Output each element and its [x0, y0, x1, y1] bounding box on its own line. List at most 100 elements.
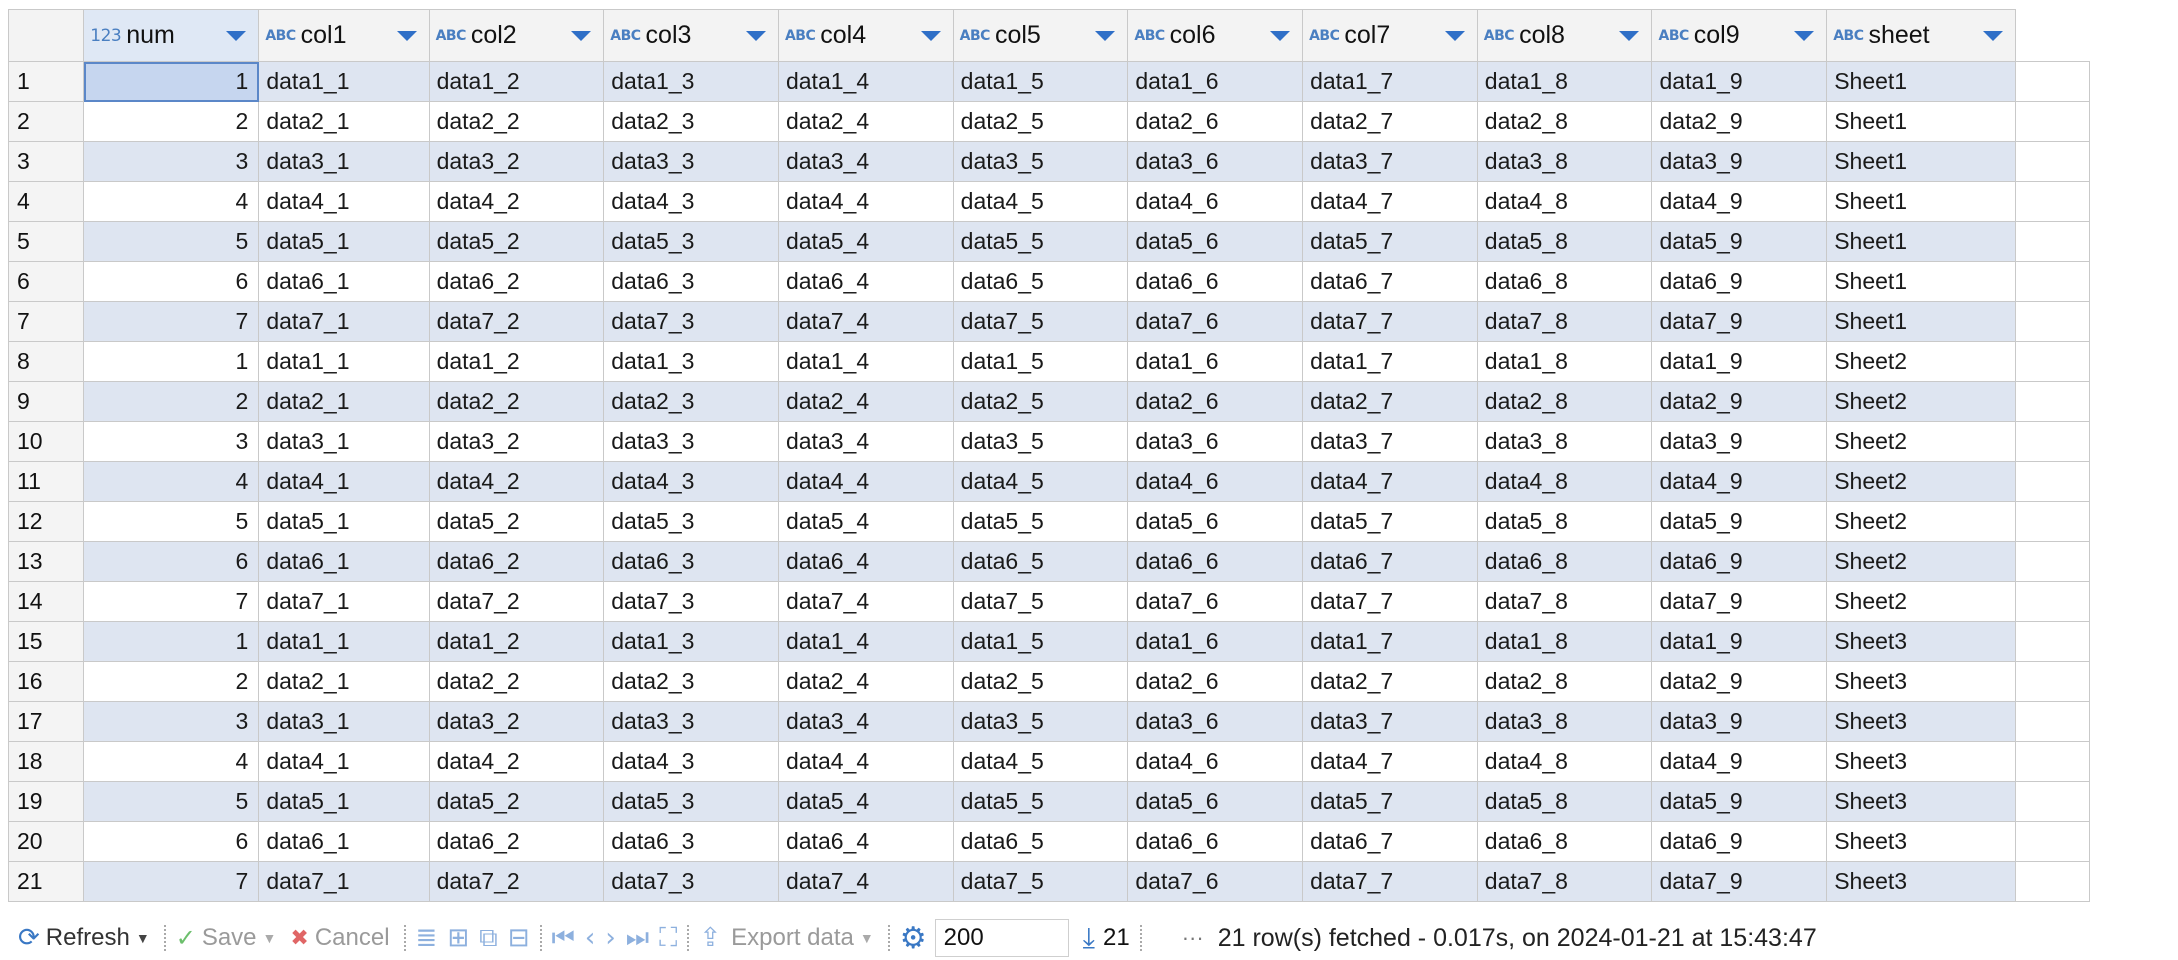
cancel-button[interactable]: ✖ Cancel: [290, 924, 389, 952]
table-cell-col1[interactable]: data6_1: [258, 821, 430, 862]
table-cell-col7[interactable]: data4_7: [1302, 181, 1478, 222]
table-cell-col8[interactable]: data7_8: [1476, 581, 1653, 622]
table-cell-col1[interactable]: data5_1: [258, 781, 430, 822]
table-cell-num[interactable]: 3: [83, 701, 260, 742]
table-cell-col2[interactable]: data2_2: [428, 101, 605, 142]
chevron-down-icon[interactable]: ▼: [135, 930, 150, 946]
table-cell-col9[interactable]: data3_9: [1651, 421, 1828, 462]
copy-row-icon[interactable]: ⧉: [479, 922, 498, 953]
first-page-icon[interactable]: ⏮: [551, 922, 575, 953]
table-cell-num[interactable]: 7: [83, 581, 260, 622]
row-count-icon[interactable]: ⤓: [1082, 921, 1096, 954]
table-cell-col4[interactable]: data2_4: [777, 661, 954, 702]
table-cell-col6[interactable]: data6_6: [1127, 261, 1304, 302]
table-cell-col9[interactable]: data4_9: [1651, 181, 1828, 222]
table-cell-col7[interactable]: data6_7: [1302, 541, 1478, 582]
table-cell-col1[interactable]: data4_1: [258, 741, 430, 782]
table-cell-sheet[interactable]: Sheet1: [1826, 101, 2017, 142]
table-cell-sheet[interactable]: Sheet2: [1826, 581, 2017, 622]
refresh-button[interactable]: ⟳ Refresh ▼: [18, 923, 150, 953]
table-cell-num[interactable]: 4: [83, 181, 260, 222]
table-cell-col9[interactable]: data2_9: [1651, 661, 1828, 702]
table-cell-col9[interactable]: data5_9: [1651, 501, 1828, 542]
table-row[interactable]: 1 1 data1_1 data1_2 data1_3 data1_4 data1_5 dat…: [7, 61, 2090, 102]
table-cell-col7[interactable]: data1_7: [1302, 61, 1478, 102]
table-cell-col5[interactable]: data2_5: [952, 661, 1129, 702]
table-cell-col8[interactable]: data1_8: [1476, 61, 1653, 102]
table-cell-col3[interactable]: data1_3: [603, 61, 779, 102]
column-header-col7[interactable]: ABC col7: [1302, 9, 1478, 62]
table-row[interactable]: 16 2 data2_1 data2_2 data2_3 data2_4 data2_5 da…: [7, 661, 2090, 702]
table-cell-col5[interactable]: data7_5: [952, 861, 1129, 902]
table-cell-num[interactable]: 7: [83, 861, 260, 902]
table-cell-col6[interactable]: data3_6: [1127, 421, 1304, 462]
table-cell-col8[interactable]: data3_8: [1476, 701, 1653, 742]
filter-dropdown-icon[interactable]: [226, 30, 247, 41]
table-row[interactable]: 12 5 data5_1 data5_2 data5_3 data5_4 data5_5 da…: [7, 501, 2090, 542]
table-row[interactable]: 3 3 data3_1 data3_2 data3_3 data3_4 data3_5 dat…: [7, 141, 2090, 182]
table-cell-col9[interactable]: data1_9: [1651, 341, 1828, 382]
row-number[interactable]: 15: [7, 621, 85, 662]
table-cell-col8[interactable]: data5_8: [1476, 221, 1653, 262]
table-cell-col3[interactable]: data4_3: [603, 181, 779, 222]
column-header-col5[interactable]: ABC col5: [952, 9, 1129, 62]
row-number[interactable]: 2: [7, 101, 85, 142]
row-number[interactable]: 8: [7, 341, 85, 382]
table-cell-col1[interactable]: data2_1: [258, 661, 430, 702]
filter-dropdown-icon[interactable]: [1444, 30, 1465, 41]
table-cell-col7[interactable]: data3_7: [1302, 141, 1478, 182]
table-cell-col9[interactable]: data2_9: [1651, 101, 1828, 142]
filter-dropdown-icon[interactable]: [571, 30, 592, 41]
table-cell-sheet[interactable]: Sheet2: [1826, 381, 2017, 422]
fetch-size-input[interactable]: [934, 919, 1069, 957]
row-number[interactable]: 10: [7, 421, 85, 462]
table-cell-col9[interactable]: data6_9: [1651, 821, 1828, 862]
table-row[interactable]: 19 5 data5_1 data5_2 data5_3 data5_4 data5_5 da…: [7, 781, 2090, 822]
table-cell-col1[interactable]: data7_1: [258, 581, 430, 622]
table-cell-num[interactable]: 6: [83, 821, 260, 862]
table-cell-col6[interactable]: data4_6: [1127, 181, 1304, 222]
table-cell-col1[interactable]: data3_1: [258, 141, 430, 182]
table-cell-col1[interactable]: data5_1: [258, 501, 430, 542]
filter-dropdown-icon[interactable]: [1270, 30, 1291, 41]
table-cell-col8[interactable]: data5_8: [1476, 501, 1653, 542]
table-cell-col7[interactable]: data1_7: [1302, 341, 1478, 382]
table-cell-col3[interactable]: data1_3: [603, 341, 779, 382]
table-cell-col3[interactable]: data3_3: [603, 421, 779, 462]
row-number[interactable]: 13: [7, 541, 85, 582]
table-cell-sheet[interactable]: Sheet1: [1826, 181, 2017, 222]
table-cell-sheet[interactable]: Sheet1: [1826, 261, 2017, 302]
table-cell-col6[interactable]: data4_6: [1127, 741, 1304, 782]
table-cell-sheet[interactable]: Sheet3: [1826, 661, 2017, 702]
table-cell-col4[interactable]: data1_4: [777, 621, 954, 662]
row-number[interactable]: 20: [7, 821, 85, 862]
delete-row-icon[interactable]: ⊟: [507, 923, 530, 953]
table-cell-col4[interactable]: data7_4: [777, 861, 954, 902]
table-cell-col9[interactable]: data4_9: [1651, 741, 1828, 782]
table-cell-col5[interactable]: data4_5: [952, 741, 1129, 782]
table-cell-col6[interactable]: data3_6: [1127, 141, 1304, 182]
table-cell-col7[interactable]: data4_7: [1302, 461, 1478, 502]
edit-row-icon[interactable]: ≣: [415, 923, 438, 953]
table-cell-col1[interactable]: data4_1: [258, 181, 430, 222]
table-cell-col3[interactable]: data5_3: [603, 501, 779, 542]
table-cell-num[interactable]: 5: [83, 221, 260, 262]
table-cell-col5[interactable]: data4_5: [952, 181, 1129, 222]
table-row[interactable]: 5 5 data5_1 data5_2 data5_3 data5_4 data5_5 dat…: [7, 221, 2090, 262]
table-cell-col2[interactable]: data1_2: [428, 61, 605, 102]
column-header-col1[interactable]: ABC col1: [258, 9, 430, 62]
table-cell-col4[interactable]: data6_4: [777, 541, 954, 582]
table-row[interactable]: 17 3 data3_1 data3_2 data3_3 data3_4 data3_5 da…: [7, 701, 2090, 742]
table-cell-col2[interactable]: data7_2: [428, 581, 605, 622]
table-row[interactable]: 13 6 data6_1 data6_2 data6_3 data6_4 data6_5 da…: [7, 541, 2090, 582]
table-cell-col8[interactable]: data3_8: [1476, 141, 1653, 182]
table-cell-col3[interactable]: data3_3: [603, 701, 779, 742]
table-cell-sheet[interactable]: Sheet3: [1826, 861, 2017, 902]
filter-dropdown-icon[interactable]: [745, 30, 766, 41]
table-cell-col8[interactable]: data1_8: [1476, 341, 1653, 382]
row-number[interactable]: 7: [7, 301, 85, 342]
table-cell-col1[interactable]: data3_1: [258, 421, 430, 462]
row-number[interactable]: 12: [7, 501, 85, 542]
table-cell-col7[interactable]: data7_7: [1302, 581, 1478, 622]
filter-dropdown-icon[interactable]: [1095, 30, 1116, 41]
